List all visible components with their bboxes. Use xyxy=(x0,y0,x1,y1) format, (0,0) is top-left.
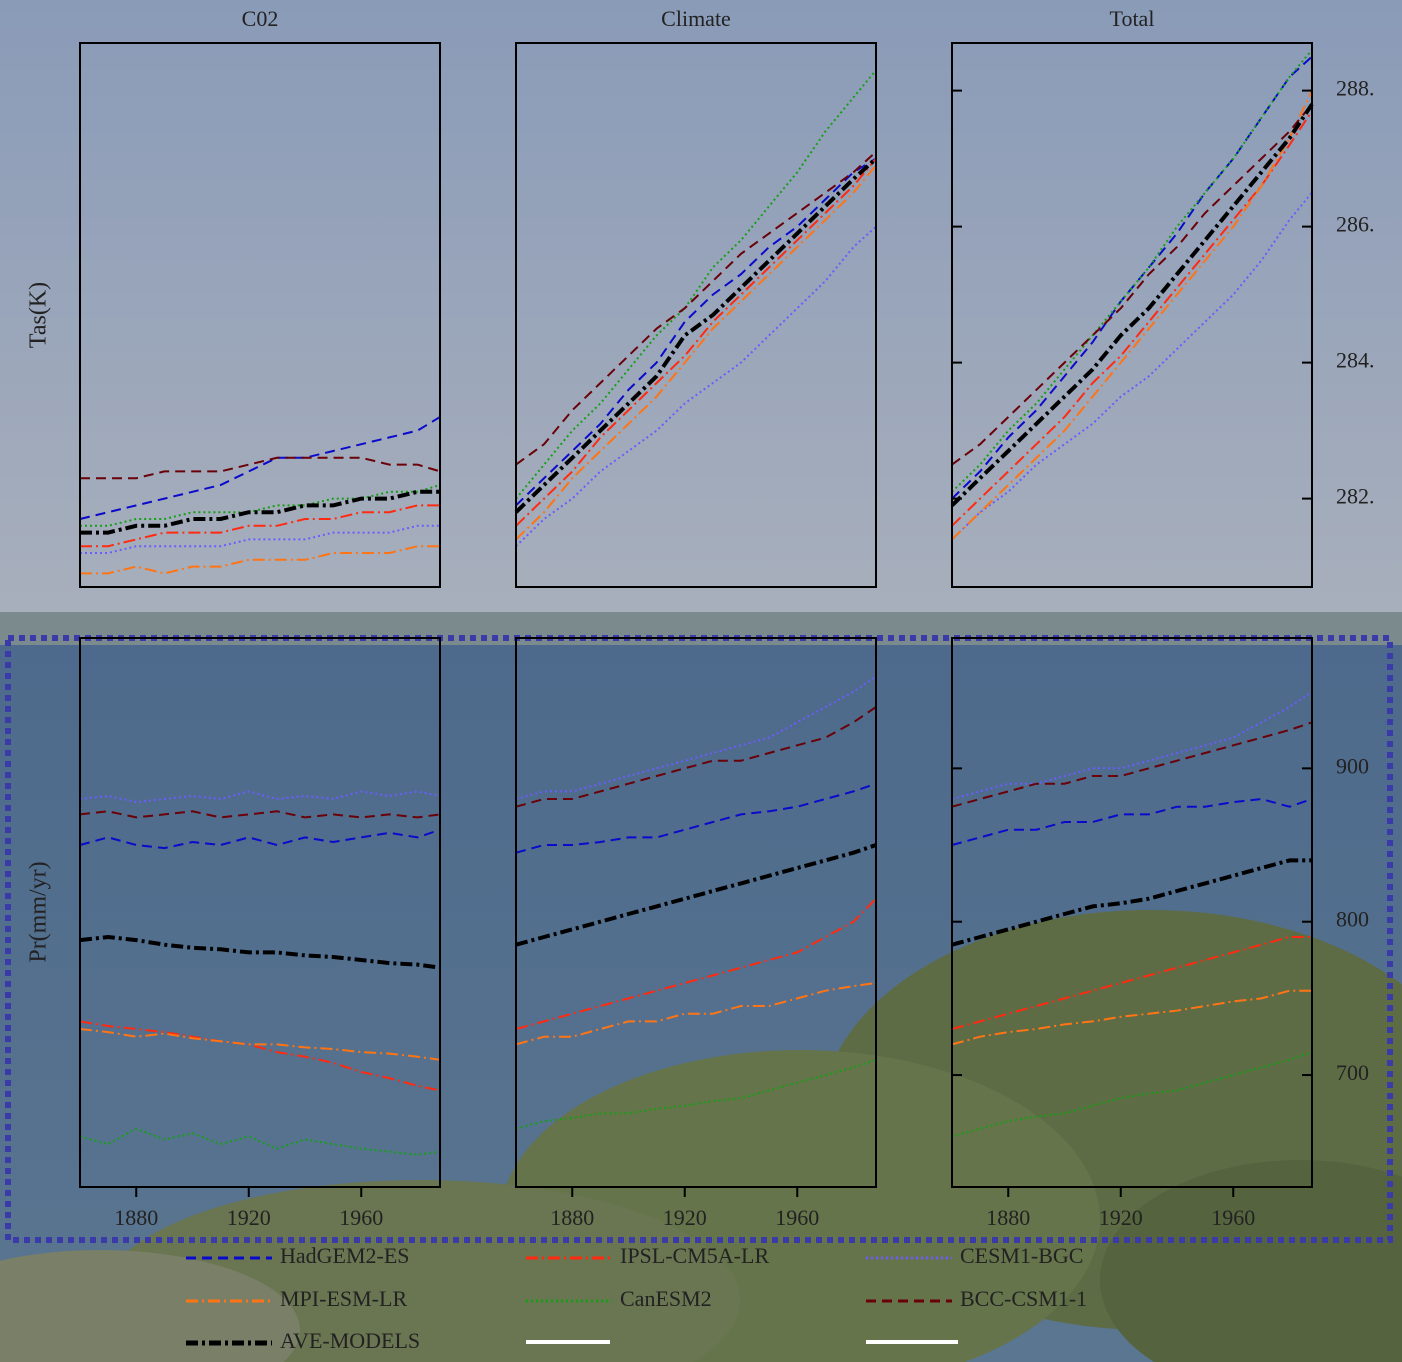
y-tick-label: 900 xyxy=(1336,753,1369,778)
legend-label: BCC-CSM1-1 xyxy=(960,1286,1087,1311)
y-tick-label: 700 xyxy=(1336,1060,1369,1085)
x-tick-label: 1920 xyxy=(227,1205,271,1230)
x-tick-label: 1960 xyxy=(775,1205,819,1230)
x-tick-label: 1960 xyxy=(339,1205,383,1230)
legend-label: HadGEM2-ES xyxy=(280,1243,410,1268)
legend-label: CanESM2 xyxy=(620,1286,712,1311)
chart: C02 Climate Total Tas(K) Pr(mm/yr) 282. 2… xyxy=(0,0,1402,1362)
y-tick-label: 800 xyxy=(1336,907,1369,932)
x-tick-label: 1960 xyxy=(1211,1205,1255,1230)
x-tick-label: 1880 xyxy=(114,1205,158,1230)
legend-label: CESM1-BGC xyxy=(960,1243,1083,1268)
y-tick-label: 288. xyxy=(1336,76,1375,101)
x-tick-label: 1920 xyxy=(663,1205,707,1230)
panel-title: Climate xyxy=(661,6,731,31)
legend-label: AVE-MODELS xyxy=(280,1328,420,1353)
y-tick-label: 284. xyxy=(1336,348,1375,373)
panel-title: C02 xyxy=(242,6,279,31)
y-tick-label: 282. xyxy=(1336,484,1375,509)
y-tick-label: 286. xyxy=(1336,212,1375,237)
x-tick-label: 1920 xyxy=(1099,1205,1143,1230)
x-tick-label: 1880 xyxy=(986,1205,1030,1230)
legend-label: IPSL-CM5A-LR xyxy=(620,1243,769,1268)
legend-label: MPI-ESM-LR xyxy=(280,1286,407,1311)
y-axis-label: Pr(mm/yr) xyxy=(26,861,52,962)
x-tick-label: 1880 xyxy=(550,1205,594,1230)
panel-title: Total xyxy=(1110,6,1155,31)
background-sky xyxy=(0,0,1402,640)
page: C02 Climate Total Tas(K) Pr(mm/yr) 282. 2… xyxy=(0,0,1402,1362)
y-axis-label: Tas(K) xyxy=(26,282,52,348)
